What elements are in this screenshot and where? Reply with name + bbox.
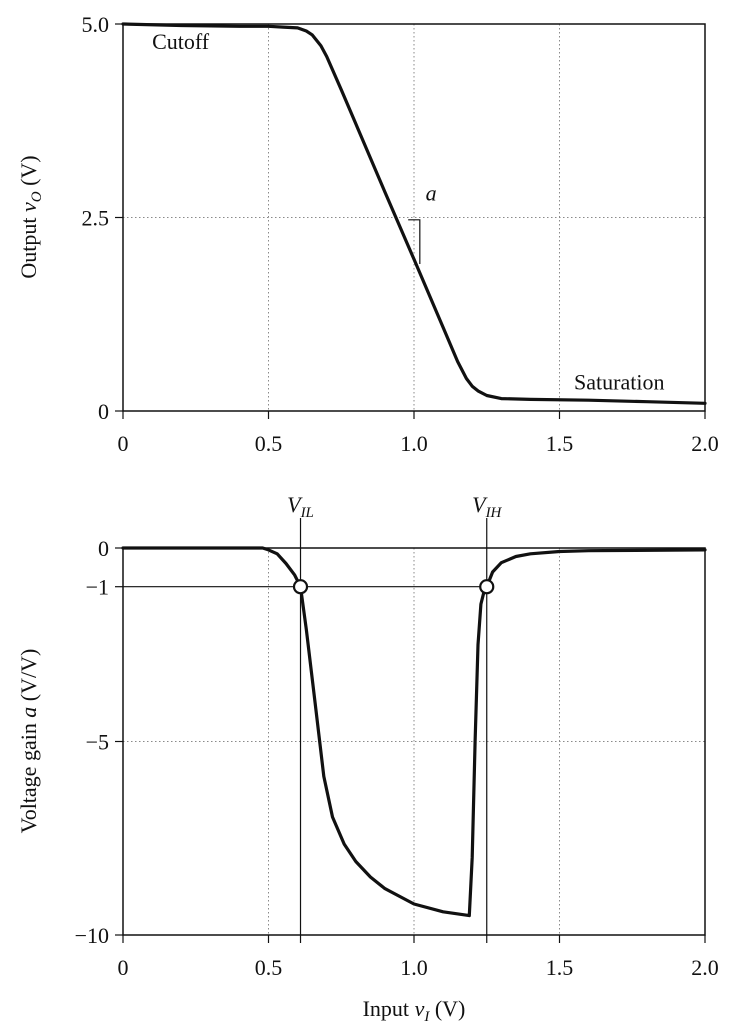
voltage-gain-chart: VIL VIH 0 −1 −5 −10 0 0.5 1.0 1.5 2.0 Voltage ga…: [16, 492, 719, 1025]
output-voltage-chart: 02.55.0 0 0.5 1.0 1.5 2.0 CutoffSaturationa …: [16, 12, 719, 456]
x-tick-label: 1.0: [400, 431, 428, 456]
bottom-grid: [123, 548, 705, 935]
bottom-y-ticks: 0 −1 −5 −10: [75, 536, 123, 948]
x-tick-label: 0.5: [255, 955, 283, 980]
slope-triangle: [408, 219, 421, 264]
y-tick-label: −1: [86, 575, 109, 600]
y-tick-label: 5.0: [82, 12, 110, 37]
y-tick-label: 0: [98, 536, 109, 561]
top-y-ticks: 0 2.5 5.0: [82, 12, 123, 424]
unity-gain-point-vih: [479, 579, 495, 595]
unity-gain-points: [292, 579, 495, 595]
top-grid: [123, 24, 705, 411]
bottom-y-axis-label: Voltage gain a (V/V): [16, 649, 41, 834]
voltage-gain-curve: [121, 546, 707, 918]
threshold-label-vil: VIL: [287, 492, 314, 521]
y-tick-label: −10: [75, 923, 109, 948]
unity-gain-point-vil: [292, 579, 309, 595]
x-tick-label: 0: [118, 431, 129, 456]
x-tick-label: 2.0: [691, 431, 719, 456]
top-y-axis-label: Output vO (V): [16, 155, 45, 278]
saturation-label: Saturation: [574, 370, 664, 395]
x-tick-label: 1.0: [400, 955, 428, 980]
bottom-x-ticks: 0 0.5 1.0 1.5 2.0: [118, 935, 719, 980]
x-tick-label: 0.5: [255, 431, 283, 456]
top-x-ticks: 0 0.5 1.0 1.5 2.0: [118, 411, 719, 456]
x-tick-label: 1.5: [546, 955, 574, 980]
threshold-markers: VIL VIH: [123, 492, 503, 943]
output-voltage-curve: [121, 22, 707, 405]
x-tick-label: 1.5: [546, 431, 574, 456]
bottom-x-axis-label: Input vI (V): [363, 996, 466, 1025]
top-annotations: Cutoff Saturation a: [152, 29, 664, 395]
threshold-label-vih: VIH: [472, 492, 502, 521]
y-tick-label: −5: [86, 730, 109, 755]
slope-label: a: [426, 180, 437, 205]
y-tick-label: 2.5: [82, 206, 110, 231]
x-tick-label: 0: [118, 955, 129, 980]
y-tick-label: 0: [98, 399, 109, 424]
x-tick-label: 2.0: [691, 955, 719, 980]
cutoff-label: Cutoff: [152, 29, 210, 54]
